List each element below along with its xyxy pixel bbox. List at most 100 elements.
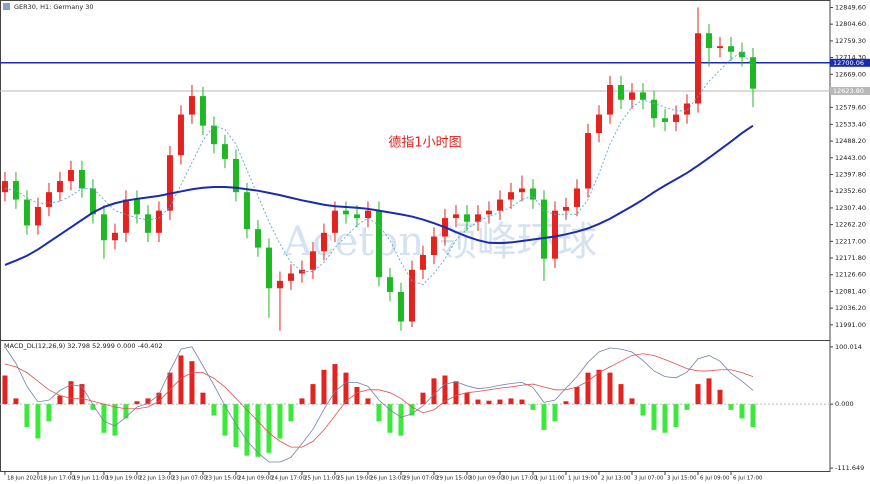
x-tick-label: 3 Jul 07:00	[634, 476, 664, 482]
histogram-bar	[123, 404, 129, 419]
candle-body	[705, 33, 712, 49]
candle-body	[397, 291, 404, 322]
histogram-bar	[145, 398, 151, 405]
histogram-bar	[90, 404, 96, 410]
histogram-bar	[266, 404, 272, 453]
histogram-bar	[464, 392, 470, 405]
candle-body	[133, 199, 140, 215]
histogram-bar	[739, 404, 745, 419]
x-tick-label: 25 Jun 19:00	[337, 476, 372, 482]
histogram-bar	[585, 372, 591, 405]
x-tick-label: 23 Jun 07:00	[172, 476, 207, 482]
histogram-bar	[79, 384, 85, 405]
x-tick-label: 23 Jun 15:00	[205, 476, 240, 482]
candle-body	[309, 251, 316, 270]
histogram-bar	[13, 398, 19, 405]
candle-body	[298, 269, 305, 274]
candle-body	[650, 99, 657, 119]
candle-body	[166, 155, 173, 211]
y-tick-label: 0.000	[835, 400, 854, 408]
candle-body	[254, 229, 261, 248]
candle-body	[386, 277, 393, 292]
candle-body	[529, 188, 536, 200]
candle-body	[496, 199, 503, 211]
candle-body	[45, 192, 52, 207]
price-label-box	[830, 86, 870, 95]
candle-body	[221, 144, 228, 159]
candle-body	[452, 214, 459, 219]
histogram-bar	[321, 369, 327, 405]
candle-body	[177, 114, 184, 156]
candle-body	[243, 192, 250, 230]
histogram-bar	[200, 392, 206, 405]
y-tick-label: 12307.40	[835, 204, 866, 212]
histogram-bar	[35, 404, 41, 439]
candle-body	[584, 133, 591, 189]
histogram-bar	[376, 404, 382, 422]
histogram-bar	[354, 386, 360, 405]
histogram-bar	[431, 378, 437, 405]
histogram-bar	[365, 398, 371, 405]
histogram-bar	[310, 384, 316, 405]
candle-body	[210, 125, 217, 145]
histogram-bar	[442, 375, 448, 405]
moving-average	[4, 51, 754, 286]
x-tick-label: 3 Jul 15:00	[667, 476, 697, 482]
histogram-bar	[167, 372, 173, 405]
candle-body	[111, 232, 118, 241]
x-tick-label: 1 Jul 11:00	[535, 476, 565, 482]
x-tick-label: 2 Jul 13:00	[601, 476, 631, 482]
price-label: 12623.80	[833, 87, 864, 95]
candle-body	[419, 255, 426, 270]
y-tick-label: 12579.60	[835, 103, 866, 111]
histogram-bar	[112, 404, 118, 436]
x-tick-label: 6 Jul 09:00	[700, 476, 730, 482]
candle-body	[661, 118, 668, 122]
histogram-bar	[750, 404, 756, 428]
candle-body	[188, 96, 195, 115]
candle-body	[617, 85, 624, 100]
histogram-bar	[717, 389, 723, 405]
candle-body	[639, 92, 646, 100]
annotation: 德指1小时图	[388, 136, 461, 151]
candle-body	[56, 181, 63, 193]
histogram-bar	[211, 404, 217, 416]
x-tick-label: 30 Jun 17:00	[502, 476, 537, 482]
histogram-bar	[222, 404, 228, 436]
histogram-bar	[2, 375, 8, 405]
x-tick-label: 19 Jun 11:00	[73, 476, 108, 482]
macd-signal-line	[4, 353, 754, 448]
y-tick-label: 12262.20	[835, 221, 866, 229]
histogram-bar	[420, 392, 426, 405]
histogram-bar	[618, 384, 624, 405]
candle-body	[287, 273, 294, 281]
y-tick-label: 12488.20	[835, 137, 866, 145]
histogram-bar	[706, 378, 712, 405]
candle-body	[606, 85, 613, 115]
y-tick-label: 12397.80	[835, 171, 866, 179]
candle-body	[67, 170, 74, 182]
candle-body	[694, 33, 701, 104]
candle-body	[408, 269, 415, 322]
histogram-bar	[563, 401, 569, 405]
candle-body	[78, 170, 85, 189]
candle-body	[320, 232, 327, 252]
x-tick-label: 30 Jun 09:00	[469, 476, 504, 482]
candle-body	[749, 57, 756, 89]
y-tick-label: 12081.40	[835, 287, 866, 295]
y-tick-label: -111.649	[835, 464, 864, 472]
x-tick-label: 24 Jun 17:00	[271, 476, 306, 482]
candle-body	[100, 214, 107, 241]
candle-body	[540, 199, 547, 259]
histogram-bar	[68, 381, 74, 405]
candle-body	[199, 96, 206, 126]
histogram-bar	[552, 404, 558, 422]
histogram-bar	[629, 398, 635, 405]
y-tick-label: 12443.00	[835, 154, 866, 162]
candle-body	[738, 51, 745, 58]
y-tick-label: 11991.00	[835, 321, 866, 329]
y-tick-label: 12804.60	[835, 20, 866, 28]
histogram-bar	[530, 404, 536, 410]
histogram-bar	[189, 361, 195, 405]
